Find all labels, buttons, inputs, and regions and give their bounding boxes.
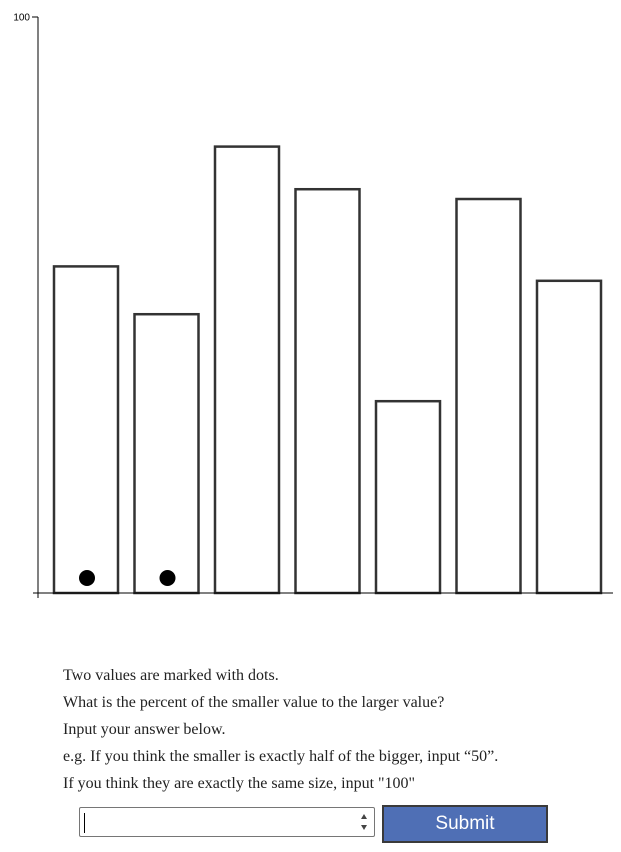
bar-6 xyxy=(455,197,522,595)
text-caret xyxy=(84,813,85,833)
instruction-line-3: Input your answer below. xyxy=(63,721,226,738)
bar-chart: 100 xyxy=(13,13,613,598)
y-tick-label: 100 xyxy=(13,13,30,24)
bar-4 xyxy=(294,187,361,595)
bars-group xyxy=(52,145,603,595)
instruction-line-1: Two values are marked with dots. xyxy=(63,667,279,684)
answer-row: Submit xyxy=(79,805,549,843)
instructions: Two values are marked with dots. What is… xyxy=(63,662,603,797)
bar-1 xyxy=(52,265,120,595)
instruction-line-2: What is the percent of the smaller value… xyxy=(63,694,445,711)
bar-2 xyxy=(133,312,200,595)
spin-down-icon[interactable] xyxy=(361,825,367,830)
bar-3 xyxy=(213,145,281,595)
number-spinner[interactable] xyxy=(358,811,370,833)
spin-up-icon[interactable] xyxy=(361,814,367,819)
axes xyxy=(33,17,613,598)
bar-5 xyxy=(374,399,442,595)
answer-number-input[interactable] xyxy=(79,807,375,837)
markers-group xyxy=(79,570,176,586)
y-ticks: 100 xyxy=(13,13,38,24)
instruction-line-5: If you think they are exactly the same s… xyxy=(63,775,416,792)
bar-7 xyxy=(535,279,603,595)
instruction-line-4: e.g. If you think the smaller is exactly… xyxy=(63,748,499,765)
dot-marker-bar-2 xyxy=(159,570,176,586)
submit-button[interactable]: Submit xyxy=(382,805,548,843)
dot-marker-bar-1 xyxy=(79,570,95,586)
